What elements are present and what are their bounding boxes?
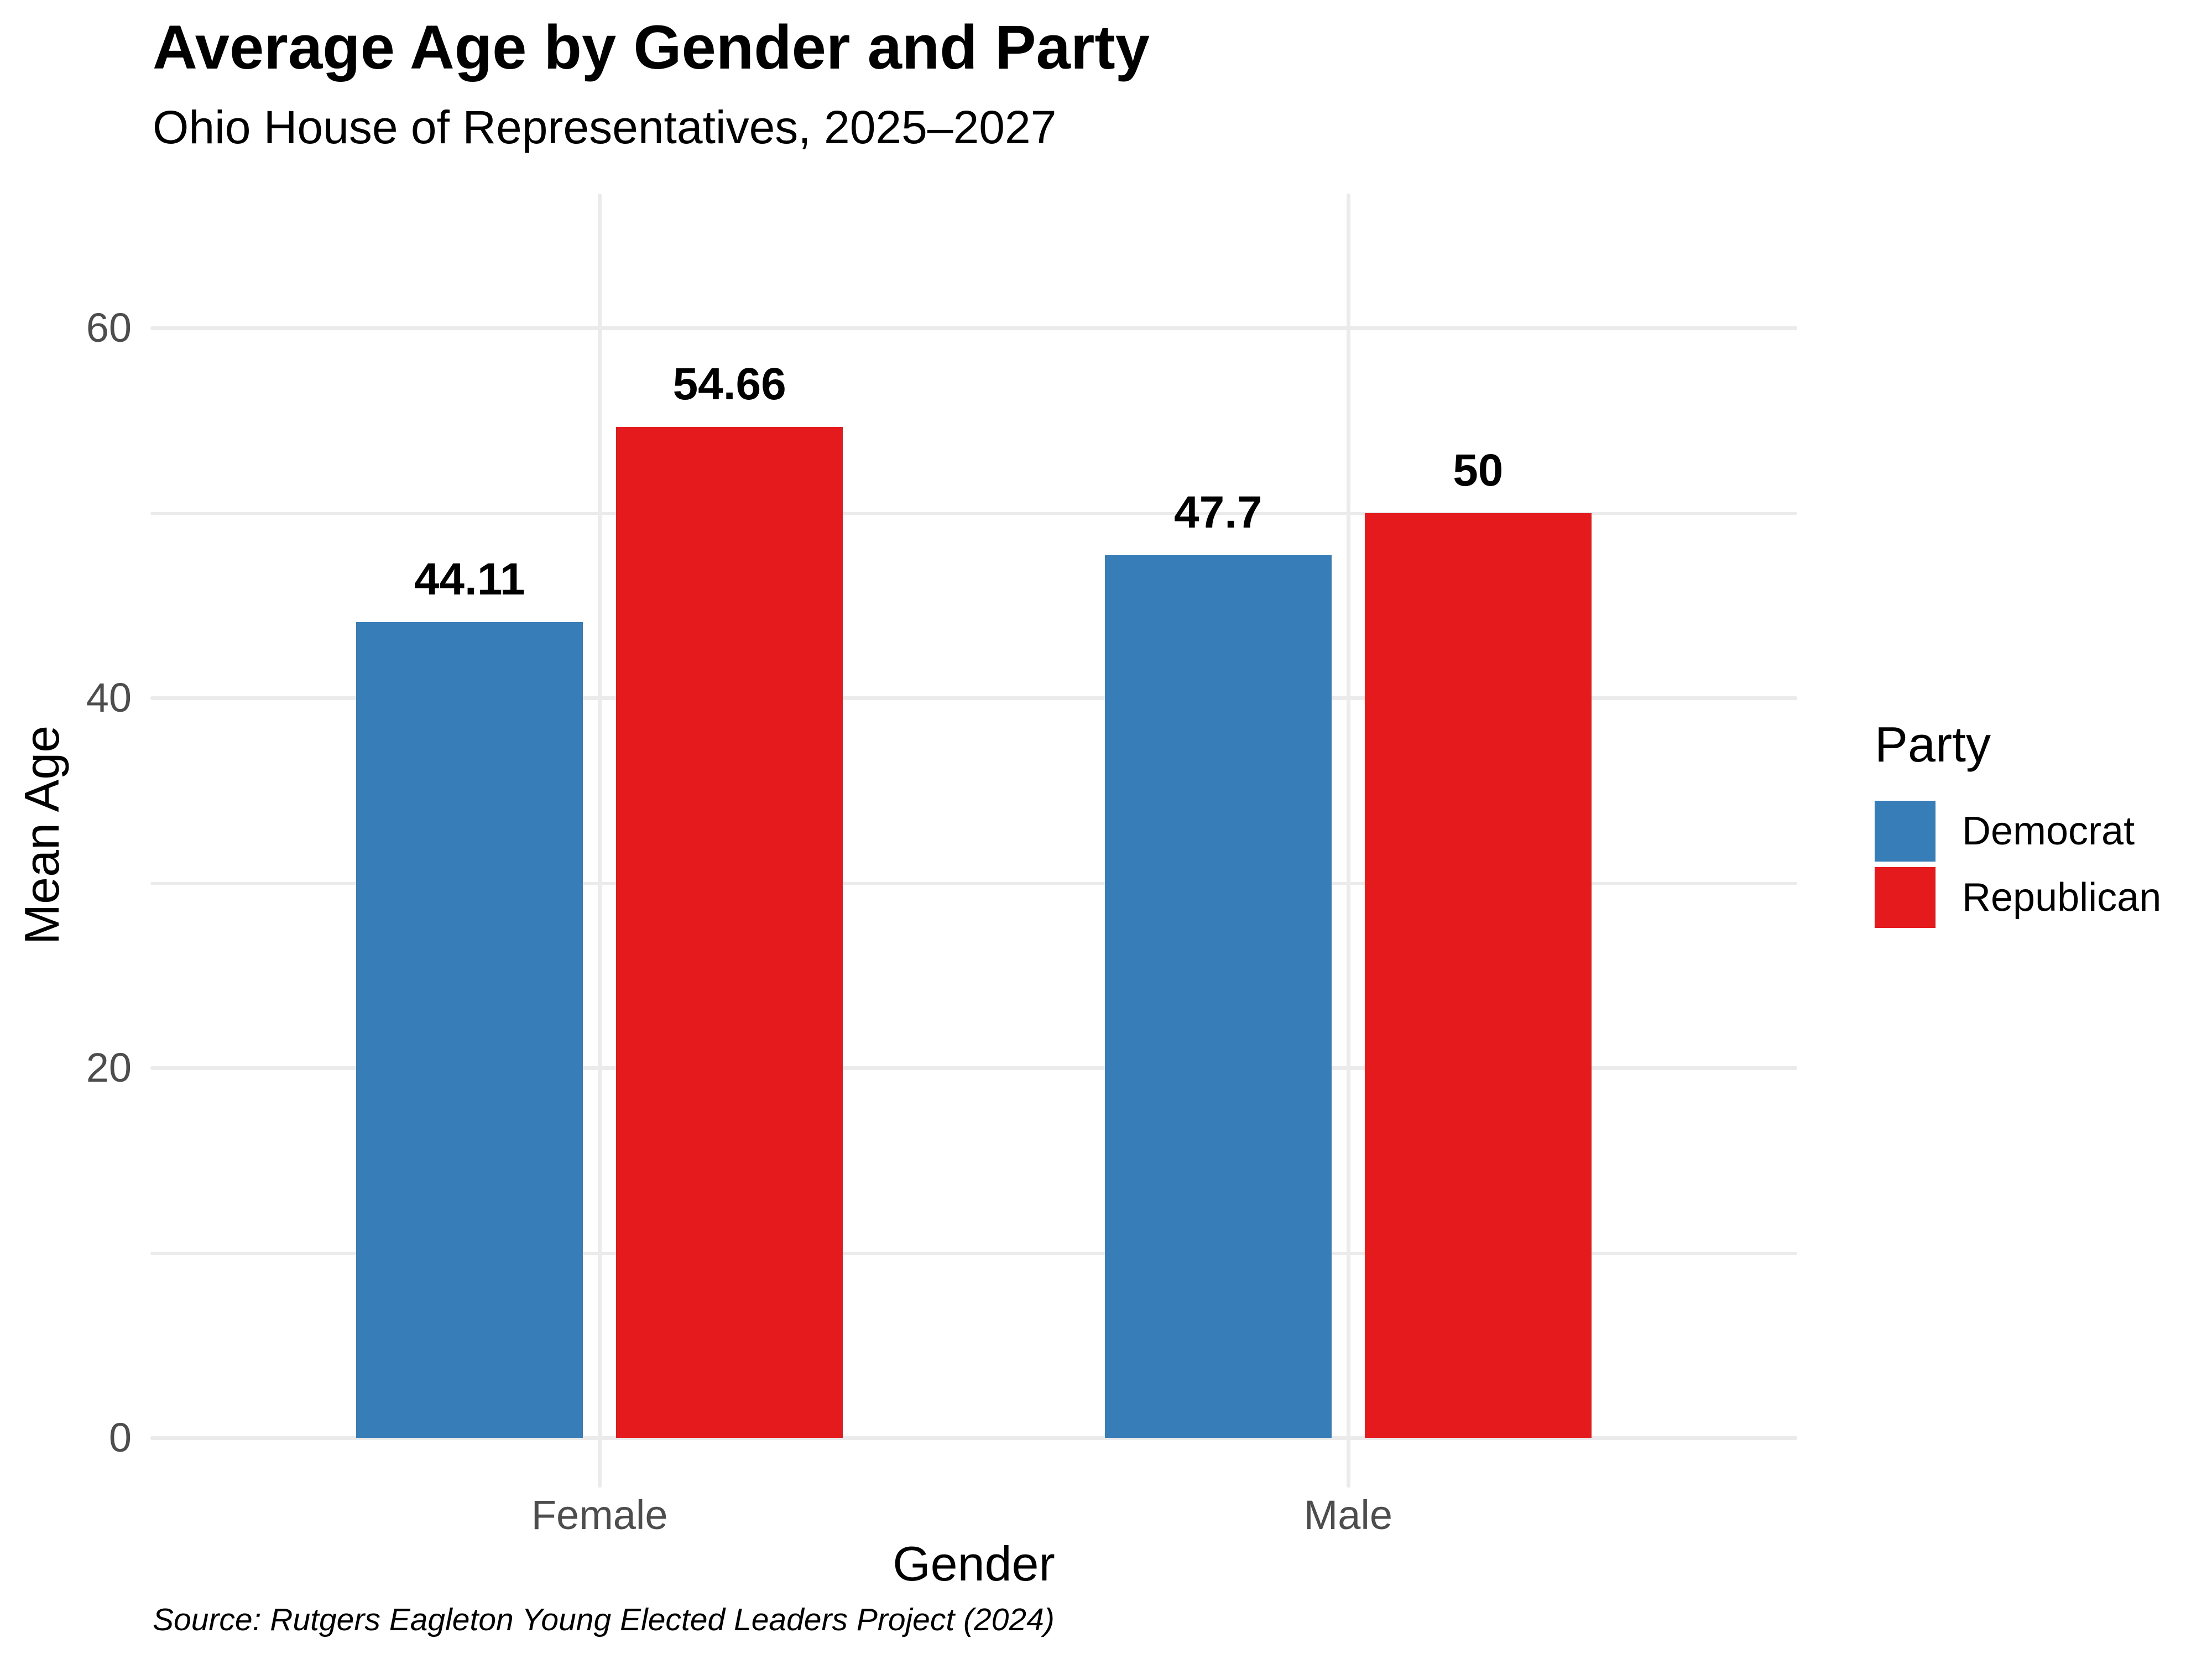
bar-male-republican bbox=[1364, 513, 1592, 1438]
legend-swatch-republican bbox=[1875, 867, 1936, 928]
x-tick-label-male: Male bbox=[1303, 1492, 1393, 1538]
y-tick-label-60: 60 bbox=[86, 305, 132, 351]
bar-value-label-male-republican: 50 bbox=[1453, 445, 1504, 495]
bar-value-label-female-democrat: 44.11 bbox=[414, 554, 525, 604]
x-tick-label-female: Female bbox=[531, 1492, 668, 1538]
bar-female-republican bbox=[616, 426, 843, 1438]
minor-gridline-y30 bbox=[150, 881, 1797, 885]
bar-male-democrat bbox=[1104, 555, 1332, 1438]
major-gridline-y20 bbox=[150, 1066, 1797, 1070]
legend-title: Party bbox=[1875, 717, 1991, 773]
y-tick-label-40: 40 bbox=[86, 675, 132, 721]
legend-swatch-democrat bbox=[1875, 801, 1936, 862]
minor-gridline-y10 bbox=[150, 1251, 1797, 1255]
y-tick-label-20: 20 bbox=[86, 1045, 132, 1091]
minor-gridline-y50 bbox=[150, 512, 1797, 515]
major-gridline-y60 bbox=[150, 326, 1797, 330]
chart-title: Average Age by Gender and Party bbox=[153, 13, 1150, 82]
bar-value-label-male-democrat: 47.7 bbox=[1174, 487, 1262, 538]
legend-label-democrat: Democrat bbox=[1962, 809, 2135, 853]
bar-female-democrat bbox=[356, 622, 583, 1438]
major-gridline-x-male bbox=[1346, 194, 1350, 1488]
major-gridline-y0 bbox=[150, 1436, 1797, 1440]
legend-label-republican: Republican bbox=[1962, 875, 2162, 920]
x-axis-title: Gender bbox=[893, 1536, 1055, 1591]
chart-subtitle: Ohio House of Representatives, 2025–2027 bbox=[153, 101, 1057, 153]
y-tick-label-0: 0 bbox=[108, 1415, 132, 1460]
bar-value-label-female-republican: 54.66 bbox=[672, 358, 786, 409]
y-axis-title: Mean Age bbox=[14, 725, 69, 945]
major-gridline-y40 bbox=[150, 696, 1797, 700]
major-gridline-x-female bbox=[598, 194, 602, 1488]
source-note: Source: Rutgers Eagleton Young Elected L… bbox=[153, 1602, 1055, 1637]
